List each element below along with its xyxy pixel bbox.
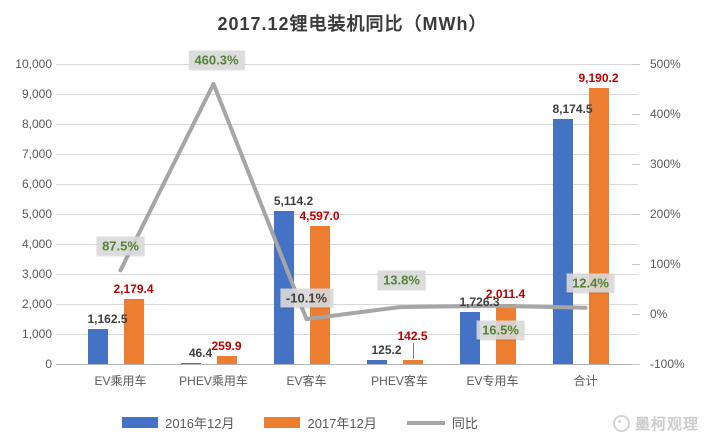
gridline [56,334,638,335]
label-leader-line [412,342,414,359]
left-axis-tick-label: 1,000 [21,327,52,341]
value-label-2017: 2,011.4 [485,286,526,301]
category-label: PHEV客车 [371,374,428,388]
legend-item-2016: 2016年12月 [122,413,234,432]
value-label-2016: 8,174.5 [552,101,593,116]
legend-label-2017: 2017年12月 [307,416,377,431]
value-label-2017: 9,190.2 [578,71,619,86]
yoy-percent-label: 460.3% [188,50,245,70]
right-axis-tick-label: 400% [650,107,681,121]
legend-item-yoy: 同比 [406,413,478,432]
legend-label-yoy: 同比 [451,416,478,431]
bar-2016 [366,360,387,364]
bar-2017 [402,359,423,364]
legend-swatch-2016-blue [122,417,159,428]
legend-swatch-yoy-line [406,420,445,425]
left-axis-tick-label: 9,000 [21,87,52,101]
gridline [56,124,638,125]
gridline [56,64,638,65]
gridline [56,274,638,275]
left-axis-tick-label: 8,000 [21,117,52,131]
bar-2016 [180,362,201,364]
value-label-2017: 4,597.0 [299,209,340,224]
gridline [56,94,638,95]
right-axis-tick [632,264,640,265]
chart-legend: 2016年12月 2017年12月 同比 [0,413,600,432]
right-axis-tick [632,114,640,115]
x-axis-line [56,364,638,365]
legend-swatch-2017-orange [264,417,301,428]
right-axis-tick [632,164,640,165]
value-label-2016: 5,114.2 [273,193,314,208]
right-axis-tick-label: 500% [650,57,681,71]
right-axis-tick-label: 100% [650,257,681,271]
right-axis-tick-label: 300% [650,157,681,171]
right-axis-tick-label: 200% [650,207,681,221]
left-axis-tick-label: 4,000 [21,237,52,251]
category-label: EV客车 [286,374,327,388]
bar-2016 [273,210,294,364]
yoy-percent-label: -10.1% [279,288,334,308]
category-label: EV乘用车 [94,374,147,388]
right-axis-tick [632,64,640,65]
value-label-2017: 259.9 [211,339,242,354]
value-label-2017: 2,179.4 [113,281,154,296]
value-label-2016: 46.4 [188,345,213,360]
left-axis-tick-label: 7,000 [21,147,52,161]
right-axis-tick [632,214,640,215]
bar-2017 [123,298,144,364]
chart-title: 2017.12锂电装机同比（MWh） [217,14,488,34]
right-axis-tick [632,314,640,315]
left-axis-tick-label: 5,000 [21,207,52,221]
category-label: EV专用车 [466,374,519,388]
right-axis-tick-label: 0% [650,307,668,321]
bar-2016 [552,118,573,364]
bar-2016 [459,312,480,364]
left-axis-tick-label: 2,000 [21,297,52,311]
legend-label-2016: 2016年12月 [165,416,235,431]
left-axis-tick-label: 3,000 [21,267,52,281]
yoy-percent-label: 12.4% [566,273,615,293]
value-label-2016: 1,162.5 [87,312,128,327]
watermark-text: 墨柯观理 [634,416,699,433]
yoy-percent-label: 87.5% [96,236,145,256]
gridline [56,154,638,155]
left-axis-tick-label: 6,000 [21,177,52,191]
watermark-logo-icon [612,415,630,432]
gridline [56,184,638,185]
right-axis-tick [632,364,640,365]
gridline [56,214,638,215]
bar-2016 [87,329,108,364]
left-axis-tick-label: 10,000 [15,57,52,71]
category-label: PHEV乘用车 [179,374,248,388]
legend-item-2017: 2017年12月 [264,413,377,432]
left-axis-tick-label: 0 [45,357,52,371]
value-label-2017: 142.5 [397,328,428,343]
value-label-2016: 125.2 [371,343,402,358]
bar-2017 [216,356,237,364]
watermark: 墨柯观理 [612,413,699,434]
category-label: 合计 [573,374,598,388]
yoy-percent-label: 16.5% [476,320,525,340]
yoy-percent-label: 13.8% [377,270,426,290]
right-axis-tick-label: -100% [650,357,685,371]
bar-2017 [588,88,609,364]
